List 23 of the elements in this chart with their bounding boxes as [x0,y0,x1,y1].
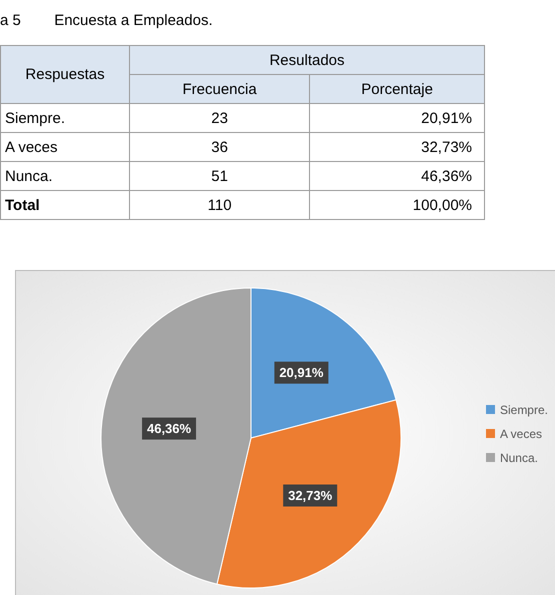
category-label: Siempre. [0,104,130,132]
data-label: 36 [130,132,310,162]
data-label: 46,36% [146,421,192,436]
data-label: 20,91% [310,104,484,132]
data-label: 100,00% [310,190,484,220]
text: Porcentaje [310,74,484,104]
data-label: 32,73% [288,488,333,504]
data-label: 32,73% [310,132,484,162]
category-label: Nunca. [0,162,130,190]
category-label: Total [0,190,130,220]
data-label: 23 [130,104,310,132]
legend-title: Resultados [130,46,484,74]
text: a 5 Encuesta a Empleados. [0,12,213,29]
data-label: 20,91% [279,365,324,380]
legend-label: A veces [500,426,542,440]
data-label: 46,36% [310,162,484,190]
data-label: 51 [130,162,310,190]
text: Respuestas [0,46,130,104]
legend-label: Nunca. [500,450,538,464]
category-label: A veces [0,132,130,162]
text: Frecuencia [130,74,310,104]
legend-label: Siempre. [500,402,548,416]
data-label: 110 [130,190,310,220]
